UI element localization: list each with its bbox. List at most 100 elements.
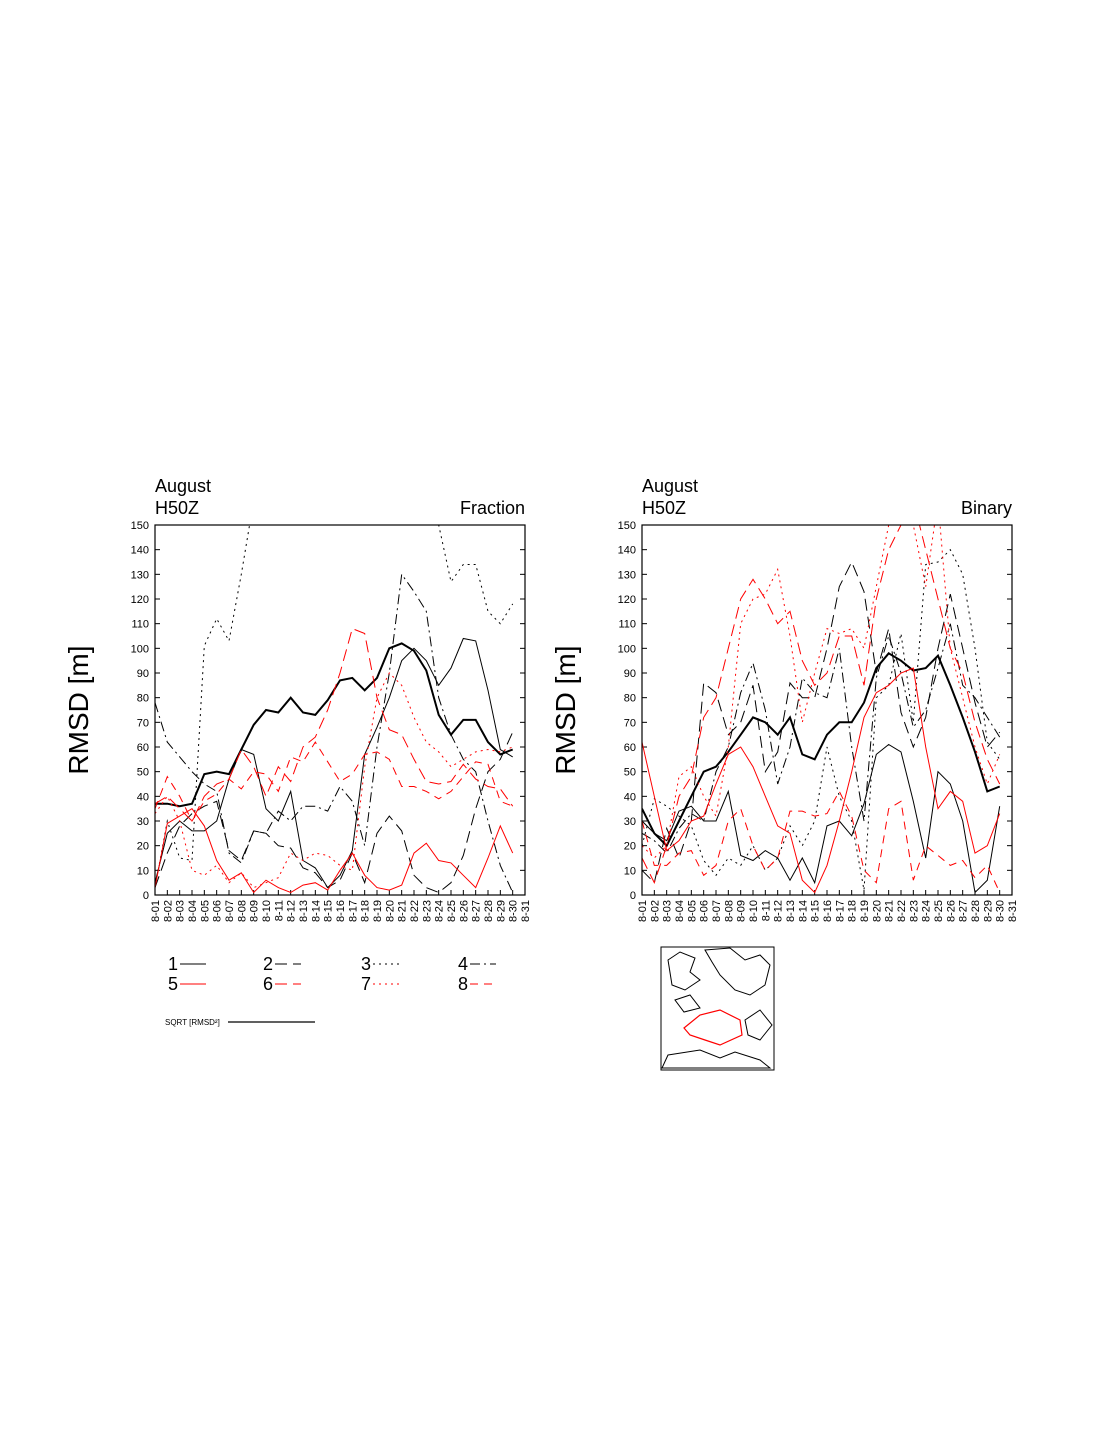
x-tick-label: 8-28 (483, 900, 495, 922)
x-tick-label: 8-08 (236, 900, 248, 922)
x-tick-label: 8-06 (699, 900, 711, 922)
y-tick-label: 100 (618, 643, 636, 655)
y-tick-label: 150 (131, 520, 149, 532)
series-line (155, 741, 513, 823)
x-tick-label: 8-19 (859, 900, 871, 922)
x-tick-label: 8-26 (458, 900, 470, 922)
y-tick-label: 10 (624, 865, 636, 877)
series-line (642, 652, 1001, 848)
y-tick-label: 110 (618, 619, 636, 631)
y-tick-label: 90 (137, 668, 149, 680)
series-line (642, 743, 1001, 894)
plot-frame (641, 524, 1013, 896)
series-line (155, 572, 514, 893)
legend-label: 6 (263, 974, 273, 994)
y-tick-label: 90 (624, 668, 636, 680)
y-tick-label: 30 (137, 816, 149, 828)
x-tick-label: 8-23 (908, 900, 920, 922)
x-tick-label: 8-05 (686, 900, 698, 922)
x-tick-label: 8-22 (896, 900, 908, 922)
chart-subtitle: H50Z (642, 498, 686, 518)
y-tick-label: 80 (624, 693, 636, 705)
y-tick-label: 60 (624, 742, 636, 754)
y-axis-label: RMSD [m] (550, 645, 581, 774)
x-tick-label: 8-25 (446, 900, 458, 922)
y-tick-label: 120 (131, 594, 149, 606)
y-tick-label: 100 (131, 643, 149, 655)
x-tick-label: 8-12 (773, 900, 785, 922)
x-tick-label: 8-28 (970, 900, 982, 922)
x-tick-label: 8-31 (520, 900, 532, 922)
chart-title: August (155, 476, 211, 496)
x-tick-label: 8-02 (162, 900, 174, 922)
x-tick-label: 8-06 (212, 900, 224, 922)
series-line (155, 731, 514, 894)
legend-label: 2 (263, 954, 273, 974)
x-tick-label: 8-25 (933, 900, 945, 922)
region-map (660, 946, 775, 1071)
y-tick-label: 60 (137, 742, 149, 754)
plot-lines (642, 525, 1001, 894)
x-tick-label: 8-22 (409, 900, 421, 922)
series-line (642, 623, 1001, 854)
y-tick-label: 80 (137, 693, 149, 705)
legend-label: 8 (458, 974, 468, 994)
x-tick-label: 8-17 (347, 900, 359, 922)
x-tick-label: 8-16 (822, 900, 834, 922)
y-tick-label: 130 (131, 569, 149, 581)
y-tick-label: 120 (618, 594, 636, 606)
x-tick-label: 8-31 (1007, 900, 1019, 922)
x-tick-label: 8-03 (175, 900, 187, 922)
x-tick-label: 8-16 (335, 900, 347, 922)
x-tick-label: 8-24 (921, 900, 933, 922)
x-tick-label: 8-19 (372, 900, 384, 922)
x-tick-label: 8-10 (261, 900, 273, 922)
y-tick-label: 30 (624, 816, 636, 828)
y-tick-label: 70 (137, 717, 149, 729)
series-line (642, 525, 1001, 885)
x-tick-label: 8-11 (760, 900, 772, 921)
x-tick-label: 8-18 (360, 900, 372, 922)
x-tick-label: 8-13 (298, 900, 310, 922)
legend-label: 1 (168, 954, 178, 974)
x-tick-label: 8-09 (249, 900, 261, 922)
x-tick-label: 8-30 (995, 900, 1007, 922)
x-tick-label: 8-30 (508, 900, 520, 922)
x-tick-label: 8-05 (199, 900, 211, 922)
x-tick-label: 8-20 (871, 900, 883, 922)
x-tick-label: 8-14 (797, 900, 809, 922)
x-tick-label: 8-02 (649, 900, 661, 922)
y-tick-label: 50 (137, 767, 149, 779)
y-tick-label: 70 (624, 717, 636, 729)
x-tick-label: 8-21 (397, 900, 409, 922)
series-line (155, 672, 513, 889)
chart-title: August (642, 476, 698, 496)
x-tick-label: 8-03 (662, 900, 674, 922)
chart-right-title: Binary (961, 498, 1012, 518)
y-tick-label: 0 (630, 890, 636, 902)
x-tick-label: 8-07 (224, 900, 236, 922)
y-tick-label: 110 (131, 619, 149, 631)
y-tick-label: 20 (137, 841, 149, 853)
x-tick-label: 8-27 (471, 900, 483, 922)
x-tick-label: 8-20 (384, 900, 396, 922)
legend-label: 7 (361, 974, 371, 994)
series-line (155, 627, 514, 822)
plot-frame (154, 524, 526, 896)
x-tick-label: 8-11 (273, 900, 285, 921)
series-line (155, 808, 514, 894)
y-tick-label: 150 (618, 520, 636, 532)
series-line (642, 667, 1001, 894)
series-line (642, 560, 1001, 884)
x-tick-label: 8-01 (637, 900, 649, 922)
x-tick-label: 8-29 (495, 900, 507, 922)
x-tick-label: 8-21 (884, 900, 896, 922)
y-tick-label: 20 (624, 841, 636, 853)
y-tick-label: 10 (137, 865, 149, 877)
plot-lines (155, 525, 514, 894)
x-tick-label: 8-23 (421, 900, 433, 922)
x-tick-label: 8-10 (748, 900, 760, 922)
x-tick-label: 8-18 (847, 900, 859, 922)
legend-label: SQRT [RMSD²] (165, 1018, 220, 1027)
